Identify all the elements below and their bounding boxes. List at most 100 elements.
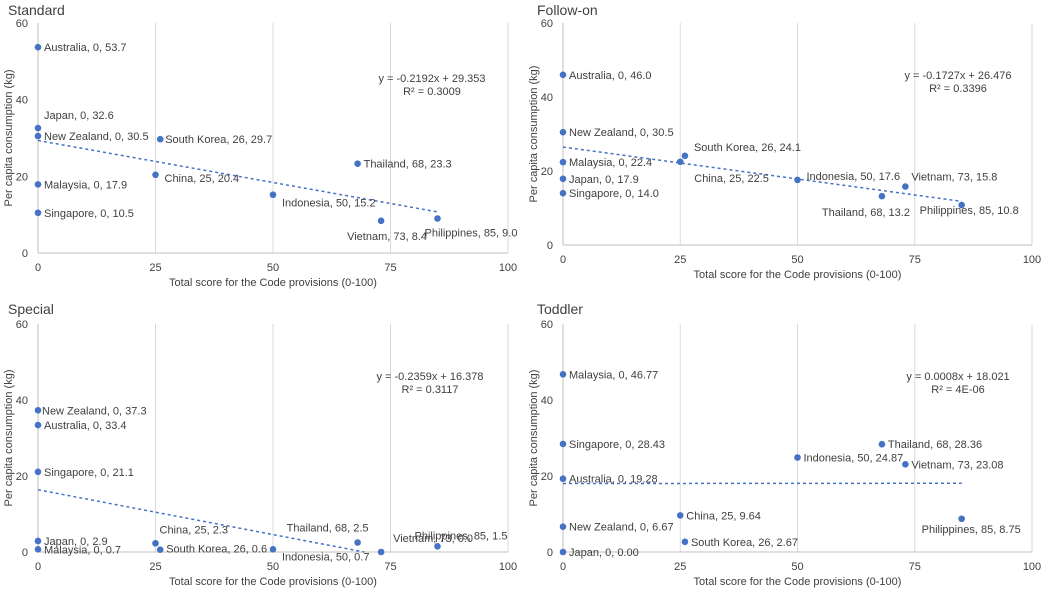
data-point (35, 422, 42, 429)
data-label: Philippines, 85, 9.0 (425, 228, 518, 240)
y-axis-title: Per capita consumption (kg) (528, 66, 540, 203)
x-tick-label: 75 (384, 561, 396, 573)
trendline-equation: y = -0.1727x + 26.476 (904, 70, 1011, 82)
data-label: Thailand, 68, 2.5 (287, 523, 369, 535)
x-tick-label: 25 (674, 561, 686, 573)
x-tick-label: 100 (499, 561, 517, 573)
data-point (270, 546, 277, 553)
data-point (560, 129, 567, 136)
data-point (35, 181, 42, 188)
data-label: Australia, 0, 33.4 (44, 420, 127, 432)
data-point (35, 546, 42, 553)
data-label: Australia, 0, 19.28 (569, 474, 658, 486)
data-label: Australia, 0, 46.0 (569, 70, 652, 82)
x-axis-title: Total score for the Code provisions (0-1… (694, 269, 902, 281)
y-tick-label: 60 (541, 319, 553, 331)
data-label: Australia, 0, 53.7 (44, 42, 127, 54)
data-point (560, 72, 567, 79)
chart-title: Toddler (537, 301, 583, 317)
x-tick-label: 25 (674, 254, 686, 266)
data-label: China, 25, 2.3 (160, 524, 229, 536)
data-point (560, 371, 567, 378)
data-label: New Zealand, 0, 37.3 (42, 405, 147, 417)
data-point (560, 441, 567, 448)
data-point (152, 172, 159, 179)
data-label: Thailand, 68, 28.36 (888, 439, 982, 451)
data-label: Japan, 0, 0.00 (569, 547, 639, 559)
data-point (677, 512, 684, 519)
y-tick-label: 60 (16, 18, 28, 30)
y-tick-label: 20 (16, 471, 28, 483)
x-tick-label: 75 (384, 262, 396, 274)
data-label: Malaysia, 0, 0.7 (44, 544, 121, 556)
data-label: Indonesia, 50, 15.2 (282, 198, 376, 210)
data-label: Vietnam, 73, 8.4 (347, 231, 427, 243)
x-tick-label: 100 (1023, 254, 1041, 266)
data-label: Indonesia, 50, 0.7 (282, 551, 369, 563)
data-point (682, 153, 689, 160)
data-label: Singapore, 0, 14.0 (569, 188, 659, 200)
data-point (560, 549, 567, 556)
x-tick-label: 75 (909, 254, 921, 266)
y-axis-title: Per capita consumption (kg) (3, 70, 15, 207)
x-tick-label: 0 (560, 561, 566, 573)
data-point (958, 515, 965, 522)
x-tick-label: 75 (909, 561, 921, 573)
y-axis-title: Per capita consumption (kg) (528, 370, 540, 507)
data-point (35, 125, 42, 132)
y-tick-label: 60 (541, 18, 553, 30)
trendline-equation: y = -0.2359x + 16.378 (376, 371, 483, 383)
trendline-r2: R² = 0.3396 (929, 83, 987, 95)
x-axis-title: Total score for the Code provisions (0-1… (169, 277, 377, 289)
data-point (152, 540, 159, 547)
data-point (35, 209, 42, 216)
x-tick-label: 50 (267, 262, 279, 274)
trendline-equation: y = 0.0008x + 18.021 (906, 371, 1009, 383)
trendline-r2: R² = 4E-06 (931, 384, 985, 396)
x-tick-label: 100 (499, 262, 517, 274)
data-label: New Zealand, 0, 30.5 (569, 127, 674, 139)
x-tick-label: 0 (560, 254, 566, 266)
data-point (434, 543, 441, 550)
x-tick-label: 50 (791, 561, 803, 573)
x-tick-label: 50 (791, 254, 803, 266)
data-label: South Korea, 26, 2.67 (691, 537, 798, 549)
data-label: Vietnam, 73, 23.08 (911, 459, 1003, 471)
data-label: Malaysia, 0, 17.9 (44, 179, 127, 191)
data-point (677, 158, 684, 165)
data-label: South Korea, 26, 29.7 (165, 134, 272, 146)
data-point (270, 191, 277, 198)
trendline-equation: y = -0.2192x + 29.353 (378, 73, 485, 85)
y-tick-label: 0 (547, 547, 553, 559)
data-label: South Korea, 26, 0.6 (166, 544, 267, 556)
data-point (35, 407, 42, 414)
data-point (35, 538, 42, 545)
data-point (157, 136, 164, 143)
y-tick-label: 40 (541, 395, 553, 407)
x-axis-title: Total score for the Code provisions (0-1… (694, 576, 902, 588)
data-point (794, 454, 801, 461)
y-tick-label: 0 (547, 240, 553, 252)
data-label: Malaysia, 0, 46.77 (569, 369, 658, 381)
data-label: Thailand, 68, 23.3 (364, 159, 452, 171)
data-label: Malaysia, 0, 22.4 (569, 157, 652, 169)
data-label: China, 25, 20.4 (165, 173, 240, 185)
data-point (560, 190, 567, 197)
data-point (560, 159, 567, 166)
data-point (35, 133, 42, 140)
y-tick-label: 40 (16, 95, 28, 107)
data-label: Japan, 0, 32.6 (44, 110, 114, 122)
data-point (434, 215, 441, 222)
y-tick-label: 0 (22, 547, 28, 559)
data-point (354, 539, 361, 546)
data-label: China, 25, 22.5 (694, 173, 769, 185)
x-tick-label: 25 (149, 561, 161, 573)
data-label: Japan, 0, 17.9 (569, 174, 639, 186)
x-tick-label: 0 (35, 262, 41, 274)
data-point (560, 475, 567, 482)
